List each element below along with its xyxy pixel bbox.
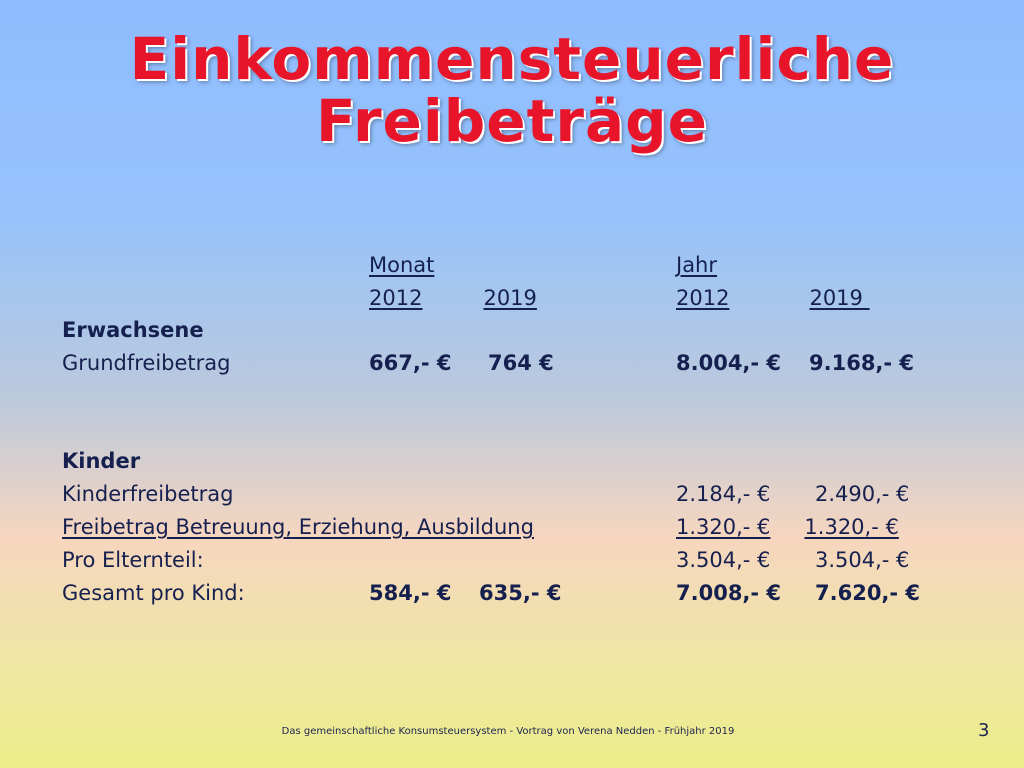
header-jahr-years: 2012 2019 [676,285,870,311]
header-jahr-2019: 2019 [809,286,870,310]
header-monat: Monat [369,253,435,277]
grundfreibetrag-monat-2019: 764 € [488,351,554,375]
grundfreibetrag-monat-2012: 667,- € [369,351,452,375]
betreuung-jahr-2019: 1.320,- € [804,515,899,539]
section-heading-erwachsene: Erwachsene [62,318,204,342]
slide-title-line-1: Einkommensteuerliche [129,25,895,93]
page-number: 3 [978,720,990,741]
kinderfreibetrag-jahr-2019: 2.490,- € [815,482,910,506]
grundfreibetrag-jahr-2012: 8.004,- € [676,351,782,375]
betreuung-label-text: Freibetrag Betreuung, Erziehung, Ausbild… [62,515,534,539]
section-heading-kinder: Kinder [62,449,141,473]
gesamt-jahr-2019: 7.620,- € [815,581,921,605]
row-label-grundfreibetrag: Grundfreibetrag [62,351,231,375]
row-label-kinderfreibetrag: Kinderfreibetrag [62,482,234,506]
header-jahr: Jahr [676,253,718,277]
gesamt-jahr-2012: 7.008,- € [676,581,782,605]
row-label-gesamt-pro-kind: Gesamt pro Kind: [62,581,245,605]
pro-elternteil-jahr-2019: 3.504,- € [815,548,910,572]
header-jahr-2012: 2012 [676,286,730,310]
pro-elternteil-jahr-2012: 3.504,- € [676,548,771,572]
header-monat-2012: 2012 [369,286,423,310]
slide-title-line-2: Freibeträge [316,87,708,155]
slide-footer: Das gemeinschaftliche Konsumsteuersystem… [281,726,735,737]
betreuung-jahr-values: 1.320,- € 1.320,- € [676,514,899,540]
kinderfreibetrag-jahr-2012: 2.184,- € [676,482,771,506]
grundfreibetrag-jahr-2019: 9.168,- € [809,351,915,375]
header-monat-2019: 2019 [483,286,537,310]
row-label-pro-elternteil: Pro Elternteil: [62,548,204,572]
header-monat-years: 2012 2019 [369,285,676,311]
slide-title: Einkommensteuerliche Freibeträge [0,28,1024,152]
betreuung-jahr-2012: 1.320,- € [676,515,771,539]
row-label-betreuung: Freibetrag Betreuung, Erziehung, Ausbild… [62,514,676,540]
gesamt-monat-2019: 635,- € [479,581,562,605]
gesamt-monat-2012: 584,- € [369,581,452,605]
